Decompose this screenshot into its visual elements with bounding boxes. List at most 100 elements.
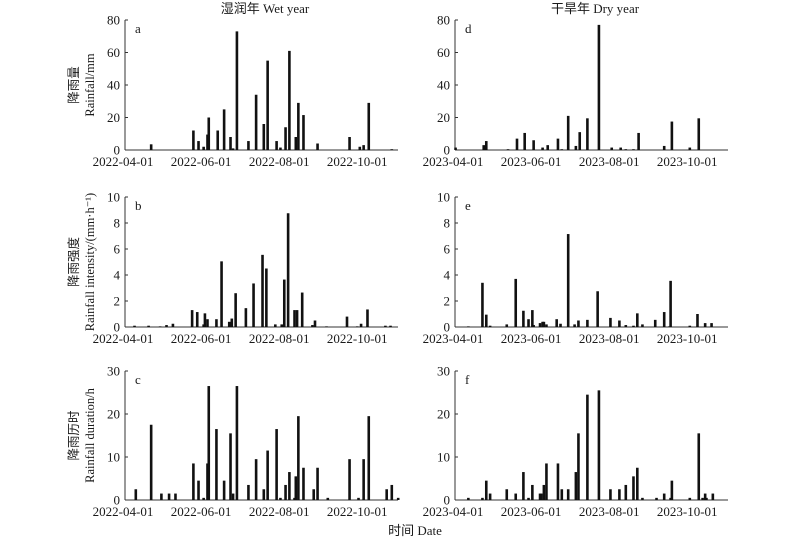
panel-a-bar bbox=[348, 137, 351, 150]
panel-d-bar bbox=[566, 115, 570, 151]
panel-a-y-label-cn: 降雨量 bbox=[67, 66, 81, 104]
panel-c-bar bbox=[149, 424, 153, 500]
panel-b-y-tick-label: 8 bbox=[114, 216, 121, 231]
panel-f-x-tick-label: 2023-10-01 bbox=[657, 504, 718, 519]
panel-f-bar bbox=[484, 480, 488, 500]
panel-c-bar bbox=[222, 480, 226, 500]
panel-a-y-tick-label: 60 bbox=[107, 45, 120, 60]
panel-a-letter: a bbox=[135, 21, 141, 36]
panel-b-y-label-en: Rainfall intensity/(mm·h⁻¹) bbox=[83, 193, 97, 331]
panel-a-bar bbox=[275, 141, 278, 150]
panel-c-letter: c bbox=[135, 372, 141, 387]
panel-title-dry-year: 干旱年 Dry year bbox=[551, 1, 640, 16]
panel-e-bar bbox=[531, 310, 534, 327]
panel-a-bar bbox=[262, 124, 266, 150]
panel-b-bar bbox=[293, 310, 296, 327]
panel-f-bar bbox=[703, 493, 707, 500]
panel-e-bar bbox=[522, 310, 525, 327]
panel-f-bar bbox=[641, 497, 644, 500]
panel-f-bar bbox=[711, 493, 715, 500]
panel-f-letter: f bbox=[465, 372, 470, 387]
panel-b-bar bbox=[384, 325, 387, 327]
panel-e-bar bbox=[559, 323, 562, 327]
panel-b-bar bbox=[165, 325, 168, 327]
panel-c-bar bbox=[262, 489, 266, 500]
panel-c-bar bbox=[207, 386, 211, 500]
panel-f-x-tick-label: 2023-04-01 bbox=[423, 504, 484, 519]
panel-a-x-tick-label: 2022-08-01 bbox=[249, 154, 310, 169]
panel-f-bar bbox=[632, 476, 635, 500]
panel-f-bar bbox=[701, 497, 704, 500]
panel-c-y-label-cn: 降雨历时 bbox=[67, 410, 81, 461]
panel-d-bar bbox=[484, 141, 488, 150]
panel-a-y-tick-label: 80 bbox=[107, 13, 120, 28]
panel-b-bar bbox=[282, 279, 286, 327]
panel-d-bar bbox=[586, 118, 589, 150]
panel-d-bar bbox=[670, 121, 674, 150]
panel-c-bar bbox=[385, 489, 388, 500]
panel-a-bar bbox=[192, 130, 195, 150]
panel-e-bar bbox=[609, 317, 612, 327]
panel-d-bar bbox=[662, 145, 666, 150]
panel-c-y-tick-label: 20 bbox=[107, 407, 120, 422]
panel-e-bar bbox=[586, 319, 589, 327]
panel-f-y-tick-label: 10 bbox=[437, 450, 450, 465]
panel-b-bar bbox=[158, 326, 162, 327]
panel-d-y-tick-label: 0 bbox=[444, 143, 451, 158]
panel-f-y-tick-label: 30 bbox=[437, 364, 450, 379]
panel-e-x-tick-label: 2023-04-01 bbox=[423, 331, 484, 346]
panel-e-bar bbox=[542, 321, 546, 327]
panel-c-bar bbox=[284, 484, 287, 500]
panel-d-bar bbox=[688, 147, 692, 150]
panel-e-bar bbox=[662, 312, 666, 327]
panel-c-bar bbox=[362, 459, 365, 500]
panel-c-y-tick-label: 30 bbox=[107, 364, 120, 379]
panel-a-bar bbox=[254, 94, 258, 150]
panel-f-bar bbox=[574, 472, 578, 500]
panel-c-bar bbox=[174, 493, 177, 500]
panel-f-bar bbox=[542, 484, 546, 500]
panel-e-bar bbox=[618, 320, 621, 327]
panel-d-bar bbox=[454, 147, 457, 150]
panel-b-y-tick-label: 4 bbox=[114, 268, 121, 283]
panel-d-bar bbox=[546, 145, 550, 151]
panel-b-bar bbox=[274, 324, 277, 327]
panel-b-bar bbox=[280, 324, 284, 327]
panel-e-bar bbox=[481, 282, 484, 327]
panel-b-bar bbox=[261, 254, 264, 327]
panel-e-bar bbox=[703, 323, 707, 327]
panel-b-letter: b bbox=[135, 198, 142, 213]
panel-b-y-tick-label: 0 bbox=[114, 320, 121, 335]
panel-a-x-tick-label: 2022-10-01 bbox=[327, 154, 388, 169]
panel-e-y-tick-label: 10 bbox=[437, 190, 450, 205]
panel-d-x-tick-label: 2023-10-01 bbox=[657, 154, 718, 169]
panel-e-bar bbox=[527, 319, 530, 327]
panel-a-bar bbox=[390, 149, 394, 150]
panel-e-bar bbox=[538, 323, 542, 327]
panel-d-y-tick-label: 80 bbox=[437, 13, 450, 28]
panel-c-x-tick-label: 2022-08-01 bbox=[249, 504, 310, 519]
panel-e-y-tick-label: 0 bbox=[444, 320, 451, 335]
panel-b-bar bbox=[366, 309, 369, 327]
panel-a-bar bbox=[197, 141, 200, 150]
panel-a-y-tick-label: 0 bbox=[114, 143, 121, 158]
panel-f-bar bbox=[481, 497, 484, 500]
panel-b-bar bbox=[227, 321, 231, 327]
panel-c-bar bbox=[197, 480, 200, 500]
panel-b-bar bbox=[195, 312, 199, 327]
panel-f-bar bbox=[531, 484, 534, 500]
panel-f-bar bbox=[488, 493, 492, 500]
panel-c-x-tick-label: 2022-06-01 bbox=[171, 504, 232, 519]
panel-d-bar bbox=[515, 138, 519, 151]
panel-e-bar bbox=[505, 324, 509, 327]
panel-c-bar bbox=[229, 433, 232, 500]
panel-a-bar bbox=[202, 146, 205, 150]
panel-b-bar bbox=[230, 318, 234, 327]
panel-c-bar bbox=[192, 463, 195, 500]
panel-a-bar bbox=[284, 127, 287, 150]
panel-b-bar bbox=[190, 310, 194, 327]
panel-b-x-tick-label: 2022-04-01 bbox=[93, 331, 154, 346]
panel-f-x-tick-label: 2023-08-01 bbox=[579, 504, 640, 519]
panel-d-bar bbox=[632, 149, 635, 150]
panel-f-bar bbox=[467, 497, 470, 500]
